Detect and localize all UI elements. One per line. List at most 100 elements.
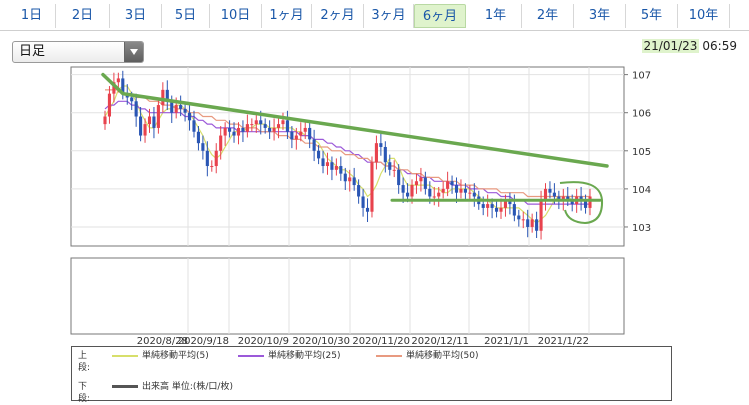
datestamp: 21/01/23 06:59 <box>641 38 737 54</box>
period-tab-4[interactable]: 10日 <box>210 4 262 28</box>
period-tab-11[interactable]: 3年 <box>574 4 626 28</box>
candle-body <box>330 162 334 170</box>
candle-body <box>165 89 169 102</box>
candle-body <box>259 120 263 125</box>
candle-body <box>388 162 392 170</box>
candle-body <box>374 143 378 163</box>
candle-body <box>232 131 236 136</box>
volume-plot-frame <box>70 257 625 335</box>
datestamp-time: 06:59 <box>702 39 737 53</box>
candle-body <box>130 97 134 102</box>
candle-body <box>179 105 183 109</box>
period-tab-12[interactable]: 5年 <box>626 4 678 28</box>
trendline-upper <box>101 72 609 168</box>
candle-body <box>535 219 539 231</box>
candle-body <box>508 200 512 205</box>
candle-body <box>192 120 196 132</box>
candle-body <box>254 120 258 125</box>
candle-body <box>437 192 441 197</box>
period-tab-0[interactable]: 1日 <box>8 4 56 28</box>
candle-body <box>583 200 588 208</box>
legend-swatch-volume <box>112 385 138 388</box>
period-tab-9[interactable]: 1年 <box>470 4 522 28</box>
y-tick-label: 104 <box>632 185 651 196</box>
candle-body <box>548 188 552 193</box>
candle-body <box>334 166 338 170</box>
candle-body <box>143 124 147 136</box>
x-tick-label: 2021/1/1 <box>484 336 529 346</box>
candle-body <box>276 124 281 128</box>
candle-body <box>183 108 187 113</box>
legend-swatch-ma25 <box>238 354 264 357</box>
datestamp-date: 21/01/23 <box>641 39 700 53</box>
candle-body <box>503 200 508 208</box>
legend-upper-title: 上段: <box>78 351 91 373</box>
candle-body <box>441 188 445 193</box>
candle-body <box>401 185 405 193</box>
period-tab-8[interactable]: 6ヶ月 <box>414 4 466 28</box>
candle-body <box>236 127 241 136</box>
candle-body <box>495 207 499 212</box>
period-tabs: 1日 2日 3日 5日 10日 1ヶ月 2ヶ月 3ヶ月 6ヶ月 1年 2年 3年 5年 10年 <box>0 0 749 33</box>
x-tick-label: 2020/10/30 <box>292 336 350 346</box>
candle-body <box>432 196 436 198</box>
candle-body <box>454 185 459 193</box>
candle-body <box>139 116 143 136</box>
x-tick-label: 2021/1/22 <box>538 336 589 346</box>
candle-body <box>205 150 209 167</box>
legend-label-ma5: 単純移動平均(5) <box>142 351 209 361</box>
candle-body <box>268 127 272 132</box>
candle-body <box>579 196 583 201</box>
period-tab-13[interactable]: 10年 <box>678 4 730 28</box>
candle-body <box>156 105 160 128</box>
candle-body <box>303 127 307 132</box>
candle-body <box>379 143 383 147</box>
candle-body <box>214 150 218 167</box>
legend-item-ma5: 単純移動平均(5) <box>112 350 209 362</box>
candle-body <box>339 166 343 174</box>
candle-body <box>290 131 294 140</box>
candle-body <box>210 166 214 168</box>
candle-body <box>352 177 356 186</box>
candle-body <box>521 219 525 221</box>
candle-body <box>321 158 325 167</box>
period-tab-2[interactable]: 3日 <box>110 4 162 28</box>
candle-body <box>170 101 174 113</box>
chart-legend: 上段: 単純移動平均(5) 単純移動平均(25) 単純移動平均(50) 下段: … <box>71 346 672 404</box>
candle-body <box>263 124 267 128</box>
candle-body <box>294 135 298 140</box>
candle-body <box>490 204 494 208</box>
legend-swatch-ma5 <box>112 354 138 357</box>
candle-body <box>147 116 152 125</box>
candle-body <box>152 116 156 128</box>
legend-swatch-ma50 <box>376 354 402 357</box>
candle-body <box>566 196 570 201</box>
y-tick-label: 107 <box>632 71 651 82</box>
period-tab-7[interactable]: 3ヶ月 <box>364 4 414 28</box>
chevron-down-icon[interactable] <box>124 42 143 62</box>
candle-body <box>107 93 112 117</box>
ma-line-1 <box>104 100 590 205</box>
candle-body <box>312 139 316 151</box>
legend-label-ma50: 単純移動平均(50) <box>406 351 479 361</box>
period-tab-1[interactable]: 2日 <box>56 4 110 28</box>
candle-body <box>299 131 303 136</box>
period-tab-10[interactable]: 2年 <box>522 4 574 28</box>
y-tick-label: 103 <box>632 223 651 234</box>
x-tick-label: 2020/11/20 <box>352 336 410 346</box>
interval-select[interactable]: 日足 <box>12 41 144 63</box>
candle-body <box>406 192 410 197</box>
candle-body <box>325 162 330 167</box>
candle-body <box>223 127 227 136</box>
candle-body <box>459 188 463 193</box>
candle-body <box>570 200 574 205</box>
candle-body <box>241 127 245 132</box>
period-tab-5[interactable]: 1ヶ月 <box>262 4 312 28</box>
candle-body <box>539 200 543 231</box>
period-tab-3[interactable]: 5日 <box>162 4 210 28</box>
candle-body <box>161 89 165 106</box>
interval-select-value: 日足 <box>19 44 46 59</box>
candle-body <box>423 177 427 189</box>
period-tab-6[interactable]: 2ヶ月 <box>312 4 364 28</box>
